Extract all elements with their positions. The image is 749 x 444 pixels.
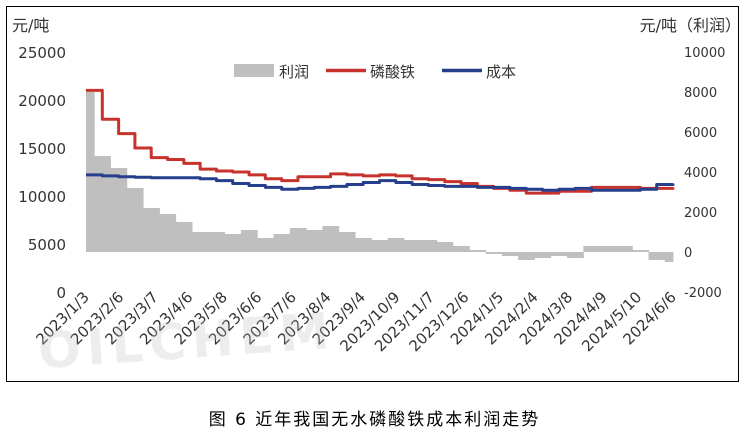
profit-bar-24 (469, 250, 486, 252)
profit-bar-26 (501, 252, 519, 256)
profit-bar-31 (583, 246, 601, 252)
legend-label-cost: 成本 (486, 63, 516, 81)
series-line-cost (86, 173, 675, 192)
profit-bar-9 (224, 234, 242, 252)
profit-bar-21 (420, 240, 438, 252)
right-tick-label-4: 6000 (684, 126, 717, 141)
profit-bar-6 (175, 222, 193, 252)
profit-bar-34 (632, 250, 650, 252)
profit-bar-20 (403, 240, 421, 252)
profit-bar-23 (452, 246, 470, 252)
profit-bar-29 (550, 252, 568, 256)
series-line-price (86, 88, 675, 195)
left-tick-label-5: 25000 (18, 44, 66, 62)
legend-label-profit: 利润 (279, 63, 309, 81)
right-tick-label-5: 8000 (684, 86, 717, 101)
left-tick-label-0: 0 (56, 284, 66, 302)
profit-bar-5 (159, 214, 177, 252)
right-tick-label-1: 0 (684, 246, 692, 261)
profit-bar-22 (436, 242, 454, 252)
right-axis-unit: 元/吨（利润） (640, 16, 741, 35)
profit-bar-4 (143, 208, 160, 252)
right-tick-label-3: 4000 (684, 166, 717, 181)
profit-bar-13 (289, 228, 307, 252)
profit-bar-7 (191, 232, 209, 252)
profit-bar-15 (322, 226, 340, 252)
profit-bar-30 (567, 252, 584, 258)
profit-bar-19 (387, 238, 405, 252)
right-tick-label-0: -2000 (684, 286, 722, 301)
profit-bar-17 (355, 238, 372, 252)
profit-bar-1 (94, 156, 111, 252)
profit-bar-32 (599, 246, 617, 252)
left-tick-label-2: 10000 (18, 188, 66, 206)
legend-label-price: 磷酸铁 (370, 63, 415, 81)
profit-bar-2 (110, 168, 128, 252)
left-axis-unit: 元/吨 (12, 16, 49, 35)
profit-bar-10 (240, 230, 258, 252)
profit-bar-14 (306, 230, 323, 252)
figure-caption: 图 6 近年我国无水磷酸铁成本利润走势 (208, 410, 541, 430)
profit-bar-35 (648, 252, 666, 260)
profit-bar-28 (534, 252, 552, 258)
profit-bar-18 (371, 240, 389, 252)
left-tick-label-3: 15000 (18, 140, 66, 158)
profit-bar-11 (257, 238, 275, 252)
profit-bar-12 (273, 234, 291, 252)
profit-bar-27 (518, 252, 535, 260)
left-tick-label-1: 5000 (28, 236, 66, 254)
profit-bar-0 (86, 92, 95, 252)
right-tick-label-2: 2000 (684, 206, 717, 221)
chart: 0 5000 10000 15000 20000 25000 -2000 0 2000 4000 6… (12, 16, 741, 355)
right-tick-label-6: 10000 (684, 46, 725, 61)
profit-bar-33 (615, 246, 633, 252)
profit-bar-25 (485, 252, 503, 254)
profit-bar-8 (208, 232, 226, 252)
left-tick-label-4: 20000 (18, 92, 66, 110)
profit-bar-16 (338, 232, 356, 252)
legend-swatch-profit (234, 64, 274, 77)
profit-bar-36 (664, 252, 674, 262)
chart-frame (6, 6, 739, 382)
profit-bar-3 (126, 188, 144, 252)
